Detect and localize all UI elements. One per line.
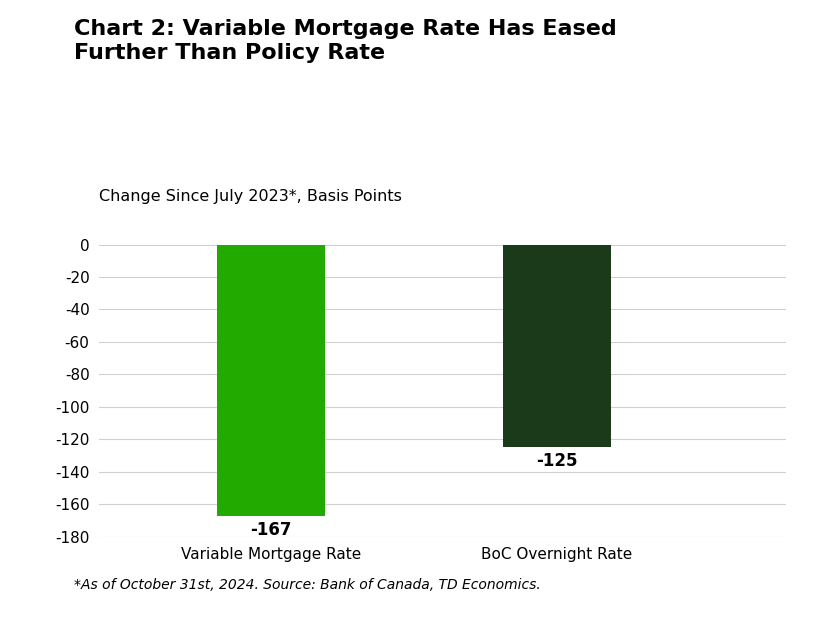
Text: -125: -125 — [536, 452, 577, 470]
Text: Change Since July 2023*, Basis Points: Change Since July 2023*, Basis Points — [99, 189, 402, 204]
Bar — [503, 244, 611, 447]
Text: -167: -167 — [250, 521, 292, 539]
Text: Chart 2: Variable Mortgage Rate Has Eased
Further Than Policy Rate: Chart 2: Variable Mortgage Rate Has Ease… — [74, 19, 617, 64]
Text: *As of October 31st, 2024. Source: Bank of Canada, TD Economics.: *As of October 31st, 2024. Source: Bank … — [74, 578, 541, 592]
Bar — [217, 244, 325, 516]
